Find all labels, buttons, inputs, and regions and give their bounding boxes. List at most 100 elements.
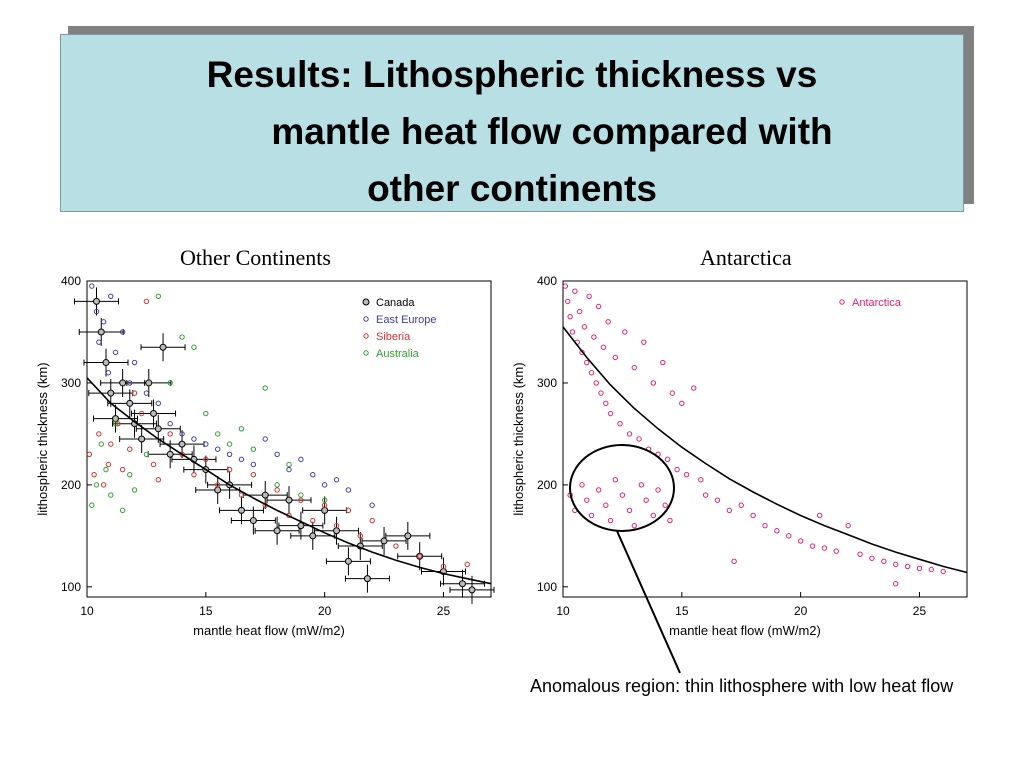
legend-marker <box>362 298 370 306</box>
data-point <box>650 512 657 519</box>
data-point <box>310 517 316 524</box>
data-point <box>845 522 851 529</box>
data-point <box>881 558 887 565</box>
data-point <box>679 400 685 407</box>
data-point <box>274 451 280 457</box>
data-point <box>380 537 388 545</box>
data-point <box>298 497 304 503</box>
data-point <box>143 451 150 457</box>
data-point <box>131 359 138 366</box>
series-east-europe <box>89 283 375 508</box>
data-point <box>127 471 133 478</box>
data-point <box>612 477 618 483</box>
data-point <box>638 482 645 488</box>
title-line-2: mantle heat flow compared with <box>271 111 833 152</box>
data-point <box>345 507 352 514</box>
data-point <box>636 436 642 442</box>
data-point <box>660 359 666 366</box>
data-point <box>893 561 899 568</box>
data-point <box>595 487 602 493</box>
data-point <box>167 431 173 437</box>
data-point <box>93 482 100 488</box>
left-panel-label: Other Continents <box>180 245 331 270</box>
data-point <box>569 329 576 335</box>
data-point <box>226 466 233 473</box>
data-point <box>250 471 257 478</box>
data-point <box>262 385 268 391</box>
data-point <box>345 487 352 493</box>
data-point <box>145 379 153 387</box>
data-point <box>179 431 185 437</box>
data-point <box>131 487 138 493</box>
legend-label: Antarctica <box>852 297 902 309</box>
data-point <box>309 532 317 540</box>
data-point <box>150 410 158 418</box>
data-point <box>698 477 704 483</box>
data-point <box>298 492 304 498</box>
data-point <box>617 421 623 427</box>
data-point <box>262 436 268 442</box>
x-tick-label: 15 <box>199 604 213 618</box>
data-point <box>667 517 673 524</box>
data-point <box>588 512 595 519</box>
data-point <box>191 344 197 350</box>
data-point <box>581 324 588 330</box>
data-point <box>105 461 112 468</box>
y-tick-label: 300 <box>537 376 557 390</box>
data-point <box>178 440 186 448</box>
legend-label: Australia <box>376 348 420 360</box>
x-tick-label: 20 <box>318 604 332 618</box>
data-point <box>333 527 341 535</box>
y-tick-label: 300 <box>61 376 81 390</box>
data-point <box>344 557 352 565</box>
data-point <box>159 343 167 351</box>
data-point <box>273 527 281 535</box>
data-point <box>774 528 780 534</box>
plot-frame <box>86 280 492 598</box>
data-point <box>612 354 618 361</box>
data-point <box>643 497 649 503</box>
data-point <box>321 502 328 508</box>
y-tick-label: 100 <box>537 580 557 594</box>
data-point <box>631 364 637 371</box>
data-point <box>237 506 245 514</box>
data-point <box>321 482 328 488</box>
data-point <box>100 319 107 325</box>
data-point <box>138 435 146 443</box>
data-point <box>203 456 209 463</box>
data-point <box>112 349 119 356</box>
data-point <box>603 502 609 508</box>
data-point <box>562 283 569 289</box>
data-point <box>119 329 126 335</box>
fit-curve <box>562 326 968 574</box>
data-point <box>916 565 923 572</box>
series-australia <box>89 293 328 514</box>
data-point <box>816 512 823 519</box>
x-tick-label: 10 <box>556 604 570 618</box>
data-point <box>786 533 792 539</box>
data-point <box>297 522 305 530</box>
data-point <box>797 538 804 544</box>
data-point <box>750 512 756 519</box>
anomaly-pointer <box>616 530 681 674</box>
data-point <box>119 507 126 514</box>
data-point <box>809 543 816 549</box>
title-line-3: other continents <box>367 168 657 209</box>
data-point <box>468 586 476 594</box>
data-point <box>600 344 607 350</box>
data-point <box>333 522 340 529</box>
data-point <box>588 370 595 376</box>
data-point <box>333 477 340 483</box>
y-tick-label: 400 <box>61 274 81 288</box>
data-point <box>143 298 150 305</box>
data-point <box>655 487 661 493</box>
y-tick-label: 200 <box>61 478 81 492</box>
data-point <box>928 566 935 573</box>
data-point <box>138 410 145 417</box>
data-point <box>904 563 911 570</box>
data-point <box>191 471 197 478</box>
x-tick-label: 25 <box>437 604 451 618</box>
anomaly-annotation: Anomalous region: thin lithosphere with … <box>530 676 954 696</box>
data-point <box>586 293 592 299</box>
